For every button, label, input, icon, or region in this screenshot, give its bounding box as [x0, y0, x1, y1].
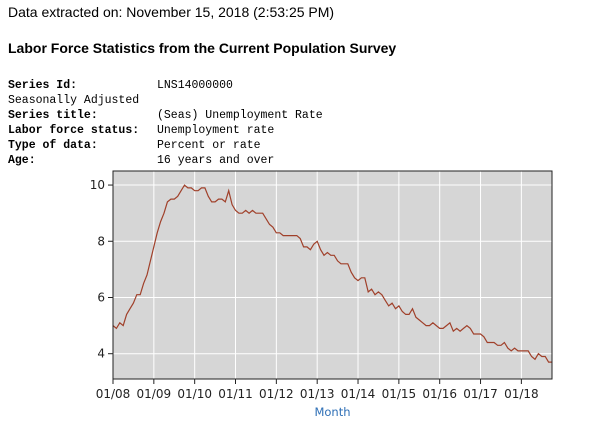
labor-force-status-value: Unemployment rate — [157, 124, 275, 137]
labor-force-status-row: Labor force status: Unemployment rate — [8, 123, 323, 138]
y-axis-ticks: 4 6 8 10 — [90, 178, 113, 361]
x-tick-label: 01/08 — [96, 387, 131, 401]
y-tick-label: 8 — [97, 234, 105, 248]
age-row: Age: 16 years and over — [8, 153, 323, 168]
page-title: Labor Force Statistics from the Current … — [8, 40, 397, 56]
x-tick-label: 01/09 — [137, 387, 172, 401]
seasonal-adjustment-text: Seasonally Adjusted — [8, 94, 140, 107]
x-tick-label: 01/15 — [382, 387, 417, 401]
labor-force-status-label: Labor force status: — [8, 124, 140, 137]
y-tick-label: 10 — [90, 178, 105, 192]
x-tick-label: 01/13 — [300, 387, 335, 401]
type-of-data-label: Type of data: — [8, 139, 98, 152]
x-tick-label: 01/14 — [341, 387, 376, 401]
type-of-data-value: Percent or rate — [157, 139, 261, 152]
series-id-label: Series Id: — [8, 79, 78, 92]
series-metadata: Series Id: LNS14000000 Seasonally Adjust… — [8, 78, 323, 168]
data-extracted-timestamp: Data extracted on: November 15, 2018 (2:… — [8, 4, 335, 20]
x-tick-label: 01/10 — [177, 387, 212, 401]
series-title-value: (Seas) Unemployment Rate — [157, 109, 323, 122]
y-tick-label: 6 — [97, 290, 105, 304]
age-label: Age: — [8, 154, 36, 167]
seasonal-row: Seasonally Adjusted — [8, 93, 323, 108]
unemployment-rate-line — [112, 184, 552, 363]
series-title-row: Series title: (Seas) Unemployment Rate — [8, 108, 323, 123]
age-value: 16 years and over — [157, 154, 275, 167]
x-tick-label: 01/12 — [259, 387, 294, 401]
plot-area — [113, 171, 552, 379]
x-axis-title: Month — [314, 405, 350, 419]
x-tick-label: 01/18 — [504, 387, 539, 401]
y-gridlines — [113, 184, 552, 355]
x-tick-label: 01/17 — [463, 387, 498, 401]
x-tick-label: 01/11 — [218, 387, 253, 401]
x-axis-ticks: 01/08 01/09 01/10 01/11 01/12 01/13 01/14 01/15… — [96, 379, 539, 401]
x-tick-label: 01/16 — [422, 387, 457, 401]
series-id-value: LNS14000000 — [157, 79, 233, 92]
series-title-label: Series title: — [8, 109, 98, 122]
plot-border — [112, 170, 553, 380]
y-tick-label: 4 — [97, 347, 105, 361]
series-id-row: Series Id: LNS14000000 — [8, 78, 323, 93]
type-of-data-row: Type of data: Percent or rate — [8, 138, 323, 153]
